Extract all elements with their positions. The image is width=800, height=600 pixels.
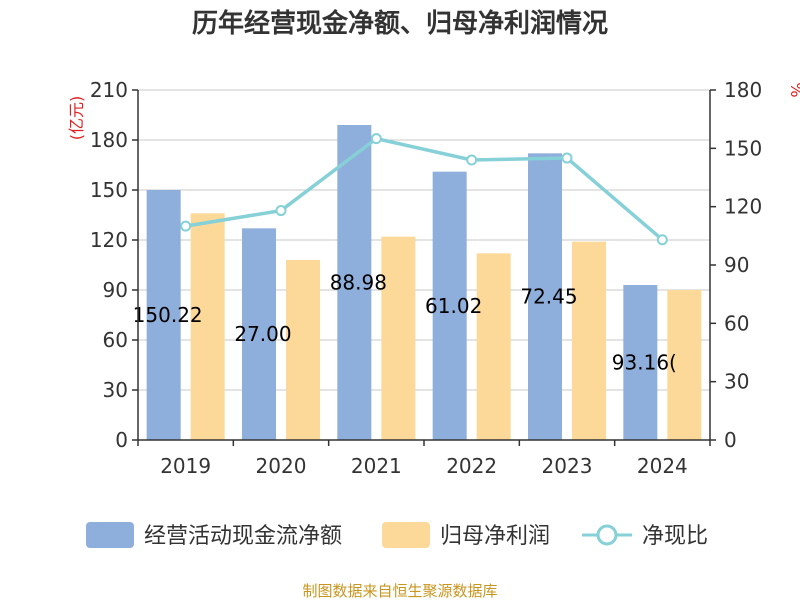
ratio-line (180, 133, 668, 246)
x-axis-tick-label: 2022 (446, 454, 497, 478)
right-axis-tick-label: 30 (724, 370, 749, 394)
ratio-point (656, 234, 668, 246)
bar-cashflow (623, 285, 658, 440)
x-axis-tick-label: 2023 (542, 454, 593, 478)
legend-marker-ratio (596, 524, 618, 546)
ratio-line-path (185, 136, 664, 242)
bars (146, 125, 702, 441)
bar-netprofit (572, 241, 606, 440)
right-axis-tick-label: 120 (724, 195, 762, 219)
right-axis-tick-label: 60 (724, 311, 749, 335)
right-axis-unit: % (787, 82, 800, 97)
legend-label-netprofit: 归母净利润 (440, 524, 550, 549)
bar-netprofit (476, 253, 511, 440)
x-axis-tick-label: 2019 (160, 454, 211, 478)
bar-value-label: 61.02 (425, 294, 482, 318)
data-source: 制图数据来自恒生聚源数据库 (302, 582, 497, 600)
left-axis-tick-label: 180 (90, 128, 128, 152)
ratio-point (561, 152, 573, 164)
right-axis-tick-label: 90 (724, 253, 749, 277)
ratio-point (466, 154, 478, 166)
bar-netprofit (190, 213, 225, 440)
bar-netprofit (381, 236, 416, 440)
bar-cashflow (528, 153, 562, 441)
left-axis-tick-label: 30 (103, 378, 128, 402)
axes: 0 30 60 90 120 150 180 210 0 30 60 90 120 150 180 2019 2… (90, 78, 762, 478)
left-axis-tick-label: 210 (90, 78, 128, 102)
x-axis-tick-label: 2020 (256, 454, 307, 478)
left-axis-tick-label: 60 (103, 328, 128, 352)
legend-swatch-netprofit (382, 522, 430, 548)
ratio-point (180, 220, 192, 232)
left-axis-tick-label: 120 (90, 228, 128, 252)
bar-labels: 150.22 27.00 88.98 61.02 72.45 93.16( (133, 271, 677, 375)
left-axis-tick-label: 90 (103, 278, 128, 302)
chart-title: 历年经营现金净额、归母净利润情况 (192, 8, 608, 39)
right-axis-tick-label: 0 (724, 428, 737, 452)
bar-value-label: 72.45 (520, 285, 577, 309)
legend-label-ratio: 净现比 (642, 524, 708, 549)
bar-value-label: 88.98 (330, 271, 387, 295)
gridlines (138, 89, 710, 391)
right-axis-tick-label: 150 (724, 136, 762, 160)
bar-netprofit (667, 290, 702, 440)
bar-value-label: 150.22 (133, 303, 203, 327)
x-axis-tick-label: 2021 (351, 454, 402, 478)
bar-cashflow (432, 171, 467, 440)
bar-netprofit (286, 260, 320, 440)
bar-value-label: 27.00 (234, 322, 291, 346)
left-axis-tick-label: 150 (90, 178, 128, 202)
legend-swatch-cashflow (86, 522, 134, 548)
legend-label-cashflow: 经营活动现金流净额 (144, 524, 342, 549)
right-axis-tick-label: 180 (724, 78, 762, 102)
bar-cashflow (146, 190, 181, 440)
x-axis-tick-label: 2024 (637, 454, 688, 478)
bar-value-label: 93.16( (612, 351, 677, 375)
bar-cashflow (242, 228, 276, 440)
ratio-point (370, 133, 382, 145)
left-axis-unit: (亿元) (67, 96, 86, 141)
left-axis-tick-label: 0 (115, 428, 128, 452)
legend: 经营活动现金流净额 归母净利润 净现比 (86, 522, 708, 549)
ratio-point (275, 205, 287, 217)
bar-cashflow (337, 125, 372, 440)
